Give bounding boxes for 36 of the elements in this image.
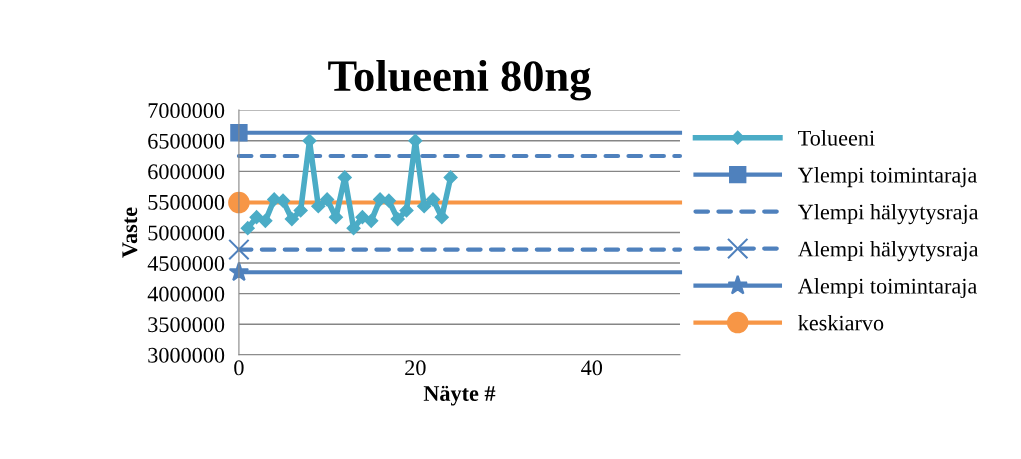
point: [258, 213, 273, 228]
point: [399, 203, 414, 218]
point: [230, 124, 248, 142]
point: [320, 192, 335, 207]
y-tick-label: 5500000: [148, 194, 225, 210]
point: [426, 192, 440, 207]
chart-title: Tolueeni 80ng: [328, 59, 591, 101]
point: [443, 170, 458, 185]
x-tick-label: 20: [405, 360, 426, 376]
y-axis-title: Vaste: [122, 207, 138, 258]
y-tick-label: 4500000: [147, 256, 225, 271]
x-axis-title: Näyte #: [423, 385, 496, 406]
point: [311, 199, 326, 214]
legend-label: keskiarvo: [798, 314, 884, 331]
legend-label: Tolueeni: [798, 130, 875, 146]
legend-label: Ylempi hälyytysraja: [797, 203, 979, 225]
point: [355, 210, 370, 225]
y-tick-label: 3000000: [148, 347, 225, 363]
x-tick-label: 0: [234, 360, 244, 376]
point: [228, 238, 250, 261]
point: [240, 221, 255, 236]
legend-label: Alempi hälyytysraja: [797, 240, 979, 262]
legend-label: Alempi toimintaraja: [797, 277, 977, 299]
point: [293, 203, 308, 218]
y-tick-label: 4000000: [147, 286, 225, 302]
y-tick-label: 6500000: [148, 133, 225, 149]
point: [284, 212, 299, 226]
y-tick-label: 6000000: [148, 164, 225, 180]
legend-label: Ylempi toimintaraja: [797, 166, 977, 188]
point: [390, 212, 405, 226]
x-tick-label: 40: [581, 360, 603, 376]
y-tick-label: 7000000: [148, 103, 225, 119]
y-tick-label: 3500000: [148, 317, 225, 333]
y-tick-label: 5000000: [148, 225, 225, 241]
point: [276, 193, 290, 208]
point: [364, 213, 379, 228]
